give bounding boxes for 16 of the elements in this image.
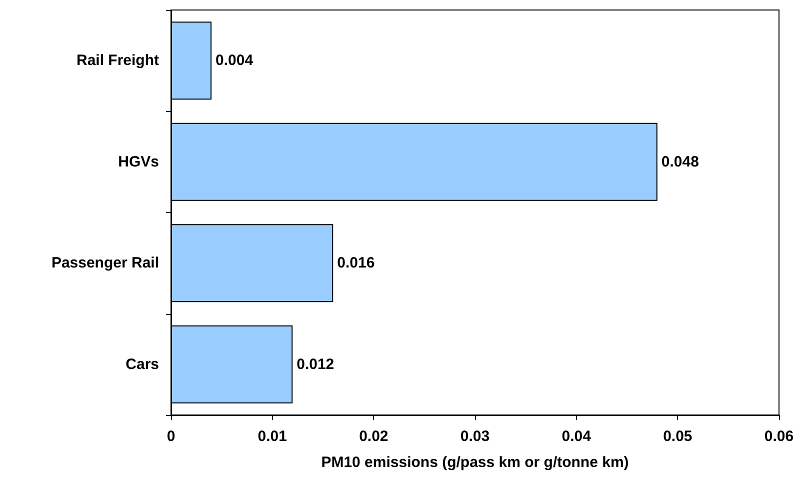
y-tick-label: Passenger Rail xyxy=(51,254,159,272)
x-tick-label: 0.06 xyxy=(764,428,794,445)
x-tick-label: 0.03 xyxy=(460,428,490,445)
y-tick-label: Cars xyxy=(126,356,159,373)
x-tick-label: 0.01 xyxy=(258,428,287,445)
data-label: 0.012 xyxy=(296,356,334,373)
data-label: 0.004 xyxy=(216,52,254,70)
x-axis-title: PM10 emissions (g/pass km or g/tonne km) xyxy=(321,454,629,471)
x-tick-label: 0.02 xyxy=(359,428,388,445)
y-tick-label: HGVs xyxy=(118,153,159,170)
y-tick-label: Rail Freight xyxy=(76,52,159,70)
x-tick-label: 0.04 xyxy=(562,428,592,445)
x-tick-label: 0 xyxy=(166,428,176,445)
data-label: 0.048 xyxy=(661,153,699,170)
x-tick-label: 0.05 xyxy=(663,428,692,445)
data-label: 0.016 xyxy=(337,254,375,272)
